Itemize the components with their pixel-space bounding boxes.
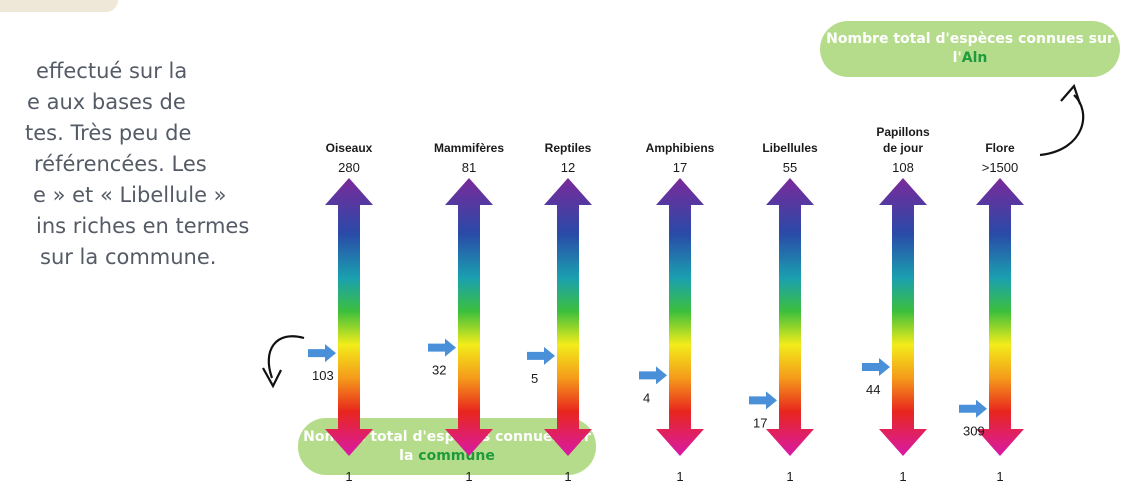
range-min-value: 1	[564, 469, 571, 484]
species-group: Reptiles 12 1 5	[527, 141, 592, 484]
paragraph-line: sur la commune.	[40, 245, 217, 269]
range-max-value: 108	[892, 160, 914, 175]
range-double-arrow	[325, 178, 373, 456]
group-label: Reptiles	[545, 141, 592, 155]
range-min-value: 1	[465, 469, 472, 484]
commune-level-arrow	[639, 366, 667, 385]
range-min-value: 1	[786, 469, 793, 484]
bubble-highlight: Aln	[961, 50, 988, 66]
bubble-text: Nombre total d'espèces connues sur l'Aln	[826, 31, 1114, 66]
curved-pointer-top	[1039, 94, 1085, 157]
range-min-value: 1	[676, 469, 683, 484]
commune-level-arrow	[749, 391, 777, 410]
range-max-value: 17	[673, 160, 687, 175]
group-label: Libellules	[762, 141, 818, 155]
commune-value: 17	[753, 415, 767, 430]
paragraph-line: e aux bases de	[27, 90, 186, 114]
group-label: de jour	[883, 141, 923, 155]
commune-level-arrow	[527, 346, 555, 365]
paragraph-line: ins riches en termes	[36, 214, 250, 238]
intro-paragraph: effectué sur la e aux bases de tes. Très…	[0, 56, 262, 273]
brush-stroke-decoration	[0, 0, 118, 12]
species-group: Flore >1500 1 309	[959, 141, 1024, 484]
range-double-arrow	[445, 178, 493, 456]
commune-value: 32	[432, 363, 446, 378]
bubble-text: Nombre total d'espèces connues sur la co…	[303, 428, 591, 464]
commune-level-arrow	[959, 399, 987, 418]
range-double-arrow	[766, 178, 814, 456]
paragraph-line: e » et « Libellule »	[33, 183, 227, 207]
commune-level-arrow	[428, 338, 456, 357]
range-min-value: 1	[899, 469, 906, 484]
paragraph-line: tes. Très peu de	[25, 121, 192, 145]
group-label: Mammifères	[434, 141, 504, 155]
range-double-arrow	[544, 178, 592, 456]
species-group: Libellules 55 1 17	[749, 141, 818, 484]
group-label: Oiseaux	[326, 141, 373, 155]
group-label: Papillons	[876, 125, 930, 139]
range-min-value: 1	[996, 469, 1003, 484]
paragraph-line: référencées. Les	[34, 152, 207, 176]
commune-value: 309	[963, 424, 985, 439]
range-double-arrow	[656, 178, 704, 456]
curved-pointer-bottom-head	[262, 367, 282, 389]
species-group: Papillons de jour 108 1 44	[862, 125, 930, 484]
range-double-arrow	[879, 178, 927, 456]
range-max-value: 81	[462, 160, 476, 175]
range-max-value: 12	[561, 160, 575, 175]
total-ain-bubble: Nombre total d'espèces connues sur l'Aln	[820, 21, 1120, 77]
commune-value: 5	[531, 371, 538, 386]
group-label: Amphibiens	[646, 141, 715, 155]
bubble-highlight: commune	[418, 447, 495, 464]
range-min-value: 1	[345, 469, 352, 484]
species-group: Oiseaux 280 1 103	[308, 141, 373, 484]
range-max-value: 280	[338, 160, 360, 175]
commune-value: 103	[312, 368, 334, 383]
range-double-arrow	[976, 178, 1024, 456]
commune-value: 44	[866, 382, 880, 397]
species-group: Mammifères 81 1 32	[428, 141, 504, 484]
species-group: Amphibiens 17 1 4	[639, 141, 715, 484]
commune-value: 4	[643, 390, 650, 405]
commune-level-arrow	[308, 344, 336, 363]
curved-pointer-bottom	[267, 335, 305, 379]
group-label: Flore	[985, 141, 1015, 155]
commune-level-arrow	[862, 358, 890, 377]
paragraph-line: effectué sur la	[36, 59, 188, 83]
range-max-value: 55	[783, 160, 797, 175]
range-max-value: >1500	[982, 160, 1019, 175]
curved-pointer-top-head	[1060, 83, 1082, 105]
